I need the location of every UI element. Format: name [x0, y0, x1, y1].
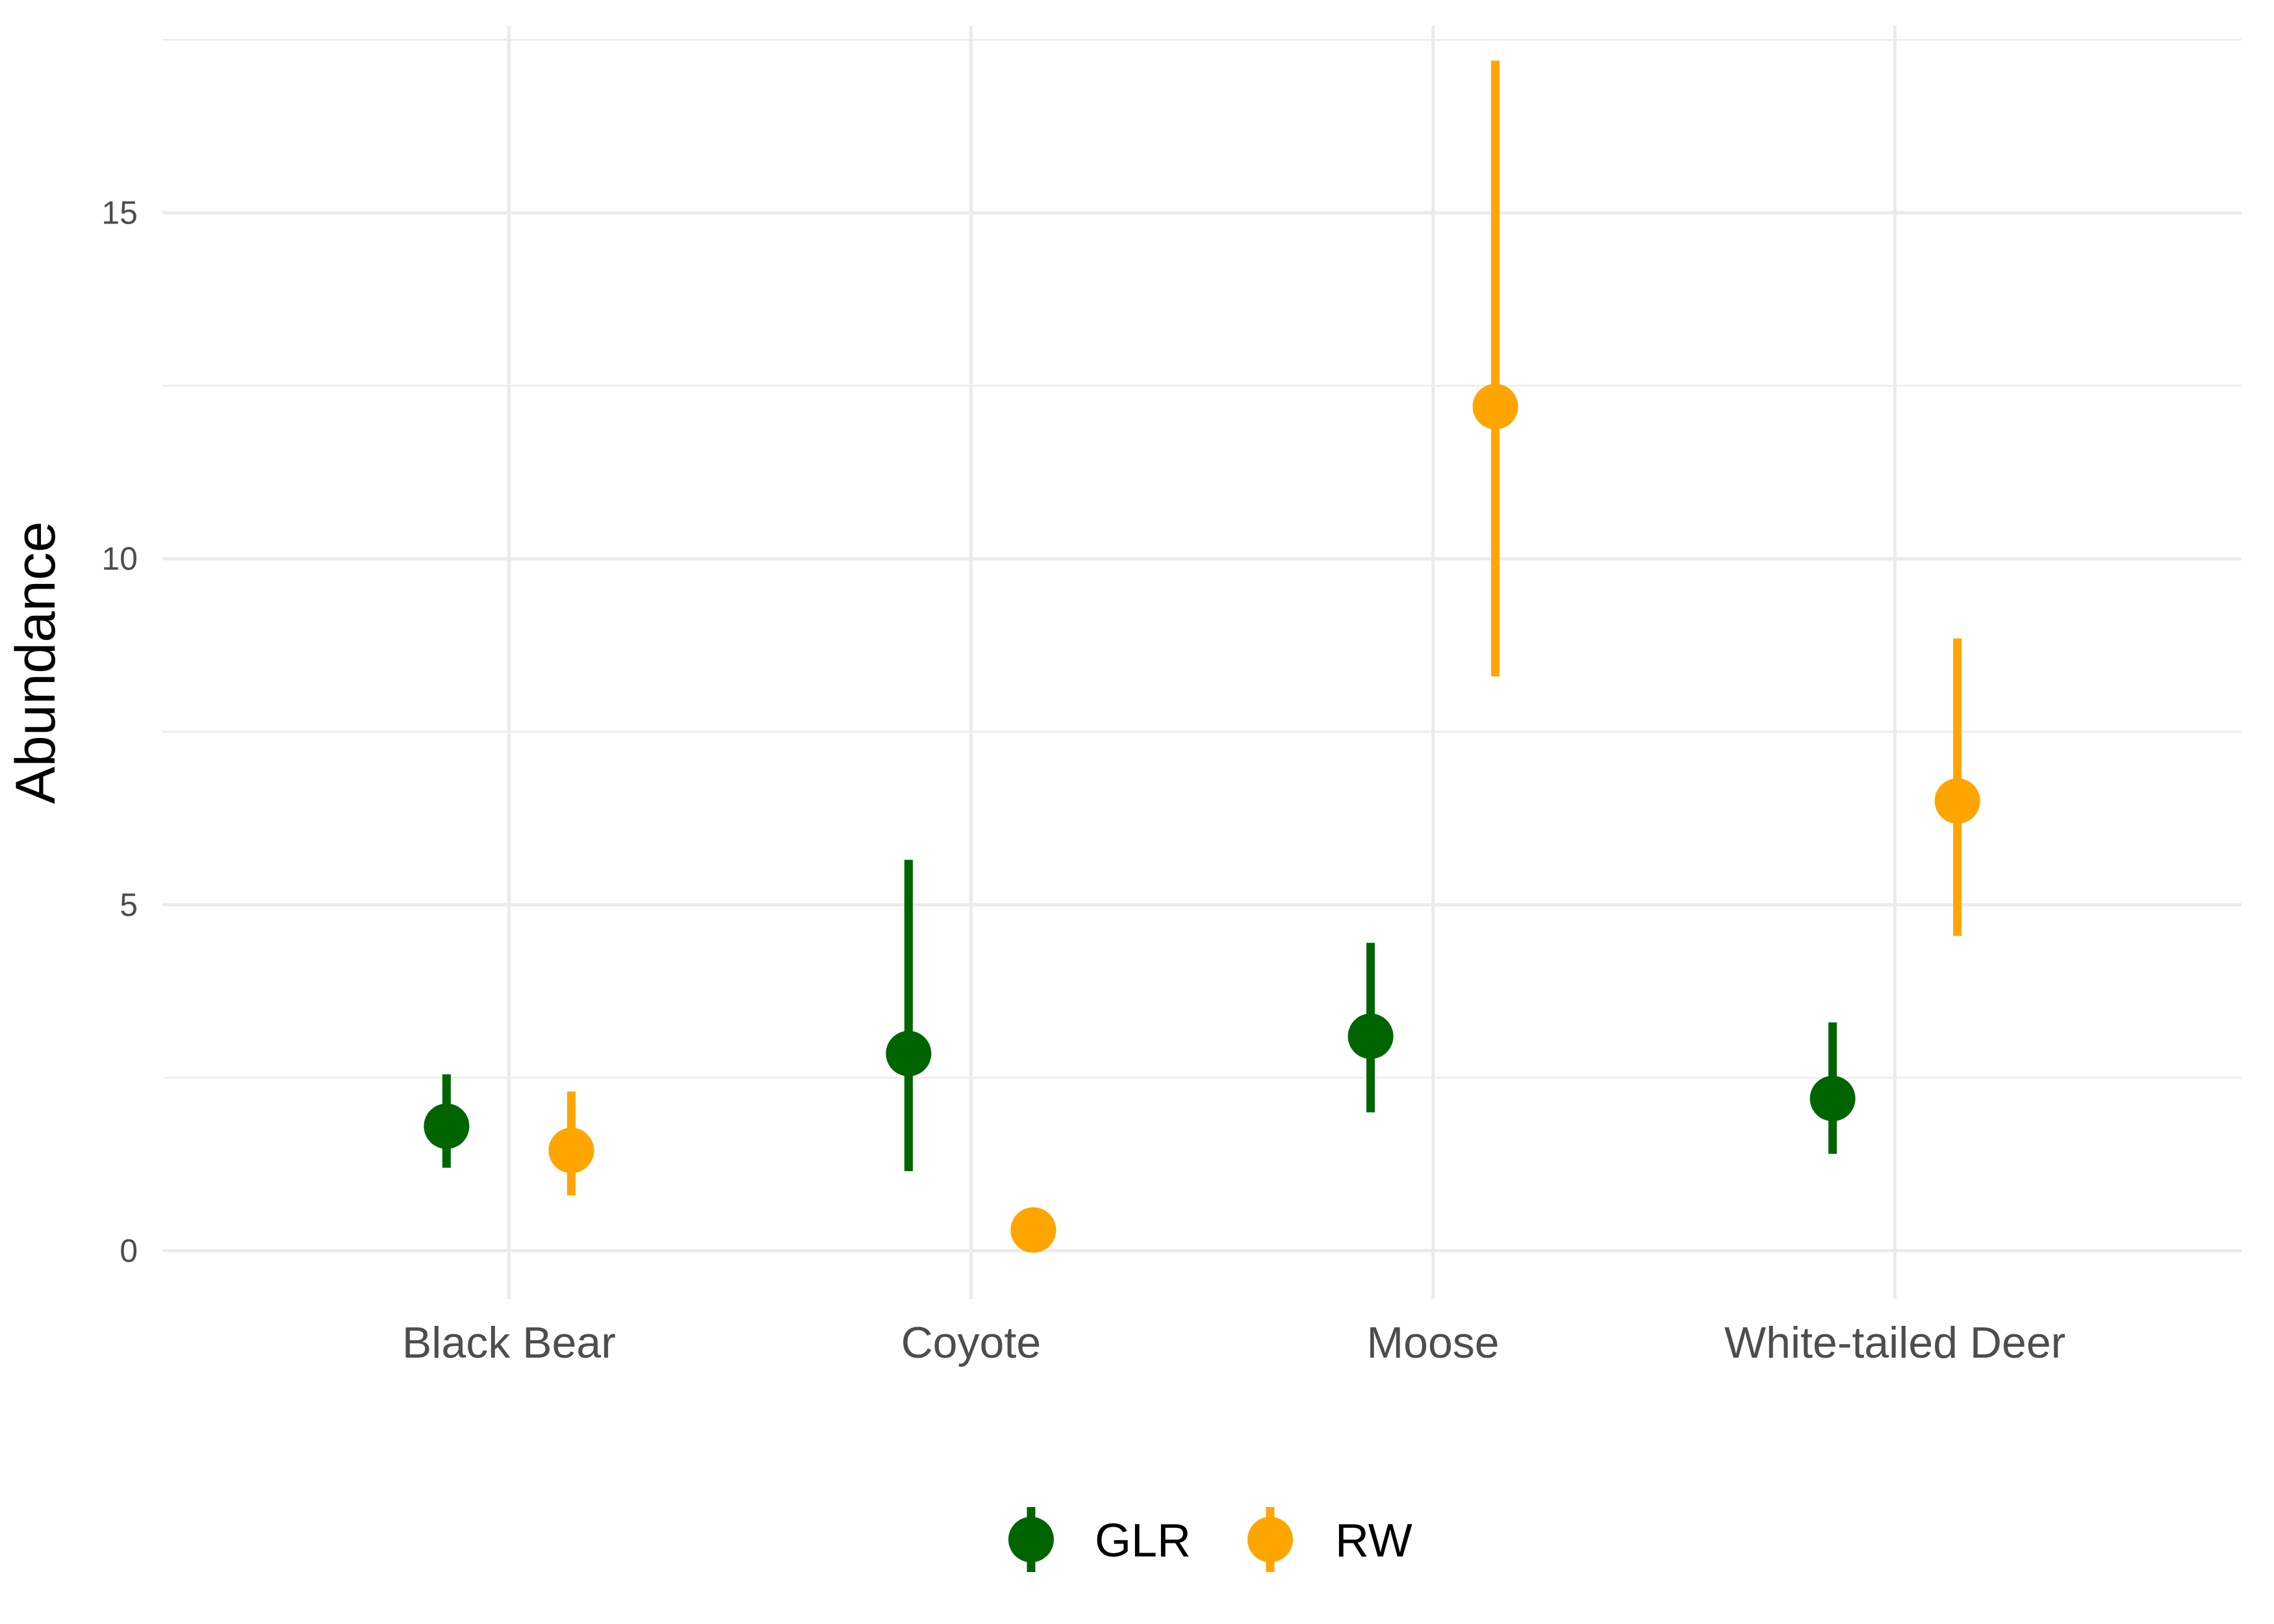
data-point [886, 1030, 932, 1076]
x-tick-label: Moose [1367, 1318, 1500, 1367]
data-point [1348, 1013, 1394, 1059]
data-marks [424, 60, 1980, 1253]
legend-item-glr: GLR [1008, 1507, 1191, 1572]
grid [162, 26, 2242, 1299]
y-tick-label: 15 [101, 195, 138, 231]
data-point [1934, 778, 1980, 824]
legend-label: GLR [1095, 1515, 1191, 1567]
x-tick-label: Coyote [901, 1318, 1041, 1367]
y-axis-title: Abundance [5, 521, 67, 804]
legend-key-point [1247, 1517, 1293, 1562]
series-rw [548, 60, 1980, 1253]
data-point [1809, 1076, 1856, 1122]
x-axis-ticks: Black Bear Coyote Moose White-tailed Deer [402, 1318, 2065, 1367]
y-tick-label: 0 [120, 1232, 138, 1269]
legend-label: RW [1335, 1515, 1412, 1567]
legend-key-point [1008, 1517, 1054, 1562]
y-tick-label: 10 [101, 540, 138, 577]
data-point [424, 1103, 470, 1149]
data-point [1010, 1207, 1056, 1253]
y-tick-label: 5 [120, 887, 138, 923]
legend: GLR RW [1008, 1507, 1412, 1572]
x-tick-label: White-tailed Deer [1724, 1318, 2065, 1367]
legend-item-rw: RW [1247, 1507, 1412, 1572]
series-glr [424, 859, 1856, 1171]
x-tick-label: Black Bear [402, 1318, 616, 1367]
data-point [548, 1127, 594, 1173]
data-point [1472, 383, 1518, 429]
y-axis-ticks: 0 5 10 15 [101, 195, 138, 1269]
